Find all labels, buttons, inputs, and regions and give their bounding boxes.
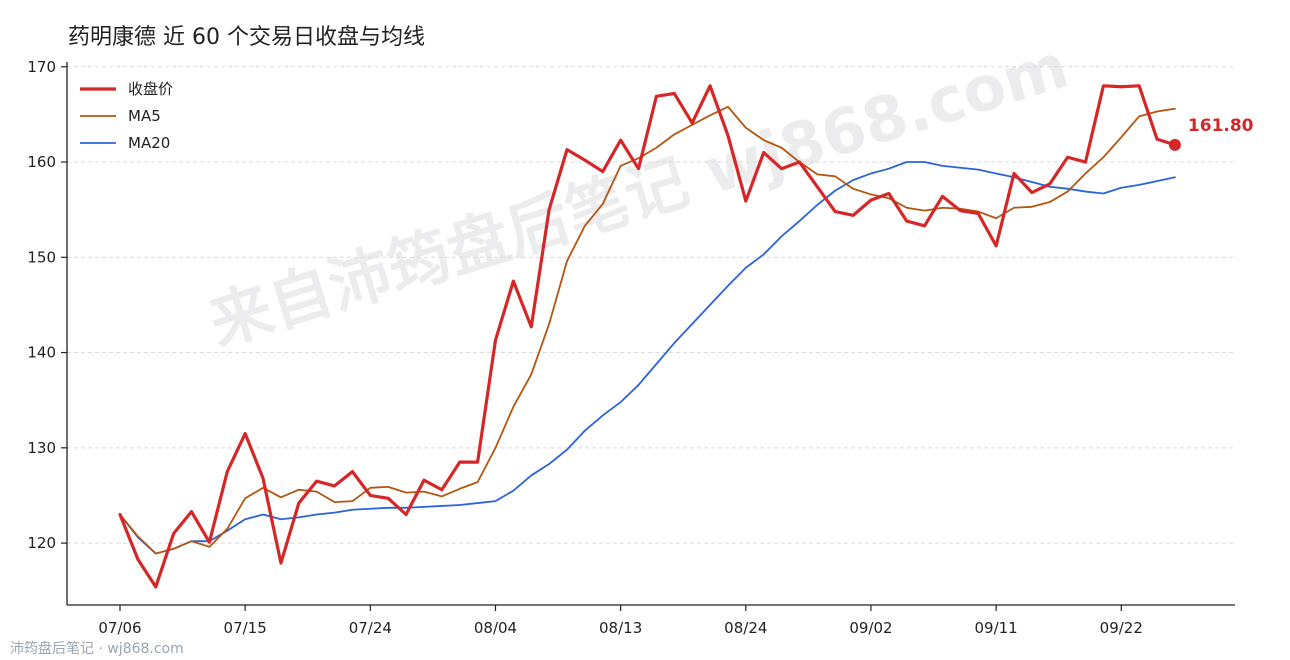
x-tick-label: 08/04 bbox=[474, 619, 517, 637]
x-tick-label: 09/02 bbox=[849, 619, 892, 637]
series-lines bbox=[118, 84, 1177, 589]
end-point: 161.80 bbox=[1168, 116, 1254, 151]
y-tick-label: 150 bbox=[27, 248, 56, 266]
x-tick-label: 07/06 bbox=[98, 619, 141, 637]
x-tick-label: 07/15 bbox=[224, 619, 267, 637]
x-tick-label: 08/13 bbox=[599, 619, 642, 637]
y-tick-label: 130 bbox=[27, 439, 56, 457]
axes: 120 130 140 150 160 170 07/06 07/15 07/24 08/04 08… bbox=[27, 58, 1235, 637]
y-tick-label: 170 bbox=[27, 58, 56, 76]
watermark-text: 来自沛筠盘后笔记 wj868.com bbox=[201, 29, 1076, 360]
x-tick-label: 09/22 bbox=[1100, 619, 1143, 637]
grid-lines bbox=[67, 66, 1235, 544]
x-tick-label: 09/11 bbox=[975, 619, 1018, 637]
legend-label: 收盘价 bbox=[128, 80, 173, 98]
legend: 收盘价 MA5 MA20 bbox=[80, 80, 173, 152]
x-tick-label: 08/24 bbox=[724, 619, 767, 637]
end-point-marker bbox=[1168, 138, 1181, 151]
y-tick-label: 160 bbox=[27, 153, 56, 171]
chart-title: 药明康德 近 60 个交易日收盘与均线 bbox=[68, 25, 425, 50]
y-tick-label: 120 bbox=[27, 534, 56, 552]
footer-source: 沛筠盘后笔记 · wj868.com bbox=[10, 640, 184, 657]
legend-label: MA20 bbox=[128, 134, 170, 152]
series-line-close bbox=[118, 84, 1177, 589]
y-tick-label: 140 bbox=[27, 344, 56, 362]
watermark-layer: 来自沛筠盘后笔记 wj868.com bbox=[201, 29, 1076, 360]
legend-label: MA5 bbox=[128, 107, 161, 125]
series-line-ma5 bbox=[119, 105, 1176, 555]
x-tick-label: 07/24 bbox=[349, 619, 392, 637]
end-point-label: 161.80 bbox=[1188, 116, 1254, 136]
